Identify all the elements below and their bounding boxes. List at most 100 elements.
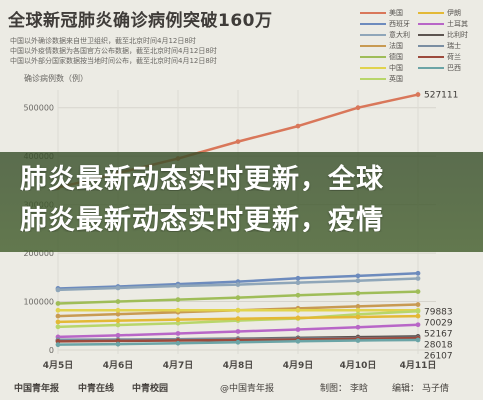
data-point xyxy=(295,275,301,281)
data-point xyxy=(295,280,301,286)
legend-label: 土耳其 xyxy=(447,20,468,28)
data-point xyxy=(55,342,61,348)
legend-item: 法国 xyxy=(360,41,416,51)
legend-swatch xyxy=(418,34,444,36)
chart-legend: 美国西班牙意大利法国 德国中国英国 伊朗土耳其比利时瑞士荷兰巴西 xyxy=(360,4,480,84)
data-point xyxy=(355,105,361,111)
data-point xyxy=(295,123,301,129)
data-point xyxy=(295,292,301,298)
data-point xyxy=(175,283,181,289)
producer-label: 制图： xyxy=(320,384,348,394)
data-point xyxy=(355,314,361,320)
data-point xyxy=(235,139,241,145)
data-point xyxy=(235,282,241,287)
headline-overlay xyxy=(0,152,483,252)
source-note: 中国以外确诊数据来自世卫组织，截至北京时间4月12日8时 xyxy=(10,37,196,45)
legend-swatch xyxy=(360,12,386,14)
x-tick-label: 4月5日 xyxy=(43,360,74,371)
legend-item: 土耳其 xyxy=(418,19,474,29)
data-point xyxy=(175,317,181,323)
data-point xyxy=(415,276,421,281)
data-point xyxy=(115,307,121,313)
legend-item: 瑞士 xyxy=(418,41,474,51)
data-point xyxy=(415,92,421,97)
legend-item: 英国 xyxy=(360,74,416,84)
footer: 中国青年报 中青在线 中青校园 @中国青年报 制图： 李晗 编辑： 马子倩 xyxy=(0,372,483,400)
legend-swatch xyxy=(360,67,386,69)
legend-item: 比利时 xyxy=(418,30,474,40)
data-point xyxy=(115,299,121,304)
x-tick-label: 4月10日 xyxy=(340,360,377,371)
data-point xyxy=(235,316,241,322)
data-point xyxy=(355,307,361,313)
logo-zqxy: 中青校园 xyxy=(132,384,169,394)
source-note: 中国以外疫情数据为各国官方公布数据，截至北京时间4月12日8时 xyxy=(10,47,217,55)
legend-swatch xyxy=(360,78,386,80)
data-point xyxy=(55,313,61,319)
legend-label: 瑞士 xyxy=(447,42,461,50)
end-value-label: 28018 xyxy=(424,340,453,350)
legend-swatch xyxy=(360,45,386,47)
publisher-handle: @中国青年报 xyxy=(220,384,275,394)
legend-item: 巴西 xyxy=(418,63,474,73)
x-tick-label: 4月7日 xyxy=(163,360,194,371)
data-point xyxy=(115,338,121,344)
legend-label: 伊朗 xyxy=(447,9,461,17)
data-point xyxy=(415,302,421,307)
legend-label: 美国 xyxy=(389,9,403,17)
data-point xyxy=(415,270,421,276)
data-point xyxy=(355,273,361,279)
logo-zqb: 中国青年报 xyxy=(14,384,60,394)
data-point xyxy=(355,303,361,309)
data-point xyxy=(115,311,121,317)
editor-name: 马子倩 xyxy=(422,384,450,394)
data-point xyxy=(55,307,61,313)
legend-swatch xyxy=(418,45,444,47)
data-point xyxy=(115,318,121,324)
data-point xyxy=(415,337,421,343)
x-tick-label: 4月11日 xyxy=(400,360,437,371)
end-value-label: 79883 xyxy=(424,307,453,317)
x-tick-label: 4月8日 xyxy=(223,360,254,371)
data-point xyxy=(175,297,181,302)
x-tick-label: 4月6日 xyxy=(103,360,134,371)
logo-zqzx: 中青在线 xyxy=(78,384,115,394)
legend-label: 比利时 xyxy=(447,31,468,39)
legend-swatch xyxy=(418,12,444,14)
legend-item: 荷兰 xyxy=(418,52,474,62)
data-point xyxy=(115,285,121,291)
legend-item: 德国 xyxy=(360,52,416,62)
data-point xyxy=(235,295,241,301)
overlay-headline-1: 肺炎最新动态实时更新，全球 xyxy=(20,164,384,191)
y-axis-label: 确诊病例数（例） xyxy=(24,74,88,83)
data-point xyxy=(235,339,241,345)
producer-name: 李晗 xyxy=(350,384,369,394)
end-value-label: 52167 xyxy=(424,329,453,339)
legend-item: 伊朗 xyxy=(418,8,474,18)
data-point xyxy=(355,278,361,284)
data-point xyxy=(175,320,181,326)
y-tick-label: 500000 xyxy=(23,104,54,113)
data-point xyxy=(175,307,181,313)
data-point xyxy=(115,341,121,347)
legend-label: 荷兰 xyxy=(447,53,461,61)
data-point xyxy=(415,289,421,295)
data-point xyxy=(355,324,361,330)
data-point xyxy=(355,290,361,296)
y-tick-label: 0 xyxy=(49,346,54,355)
data-point xyxy=(55,301,61,306)
data-point xyxy=(415,322,421,328)
chart-title: 全球新冠肺炎确诊病例突破160万 xyxy=(8,11,273,28)
legend-item: 意大利 xyxy=(360,30,416,40)
legend-item: 西班牙 xyxy=(360,19,416,29)
legend-label: 中国 xyxy=(389,64,403,72)
legend-label: 巴西 xyxy=(447,64,461,72)
y-tick-label: 100000 xyxy=(23,298,54,307)
legend-item: 中国 xyxy=(360,63,416,73)
legend-label: 意大利 xyxy=(389,31,410,39)
legend-swatch xyxy=(418,23,444,25)
legend-label: 英国 xyxy=(389,75,403,83)
editor-label: 编辑： xyxy=(392,384,420,394)
legend-label: 西班牙 xyxy=(389,20,410,28)
